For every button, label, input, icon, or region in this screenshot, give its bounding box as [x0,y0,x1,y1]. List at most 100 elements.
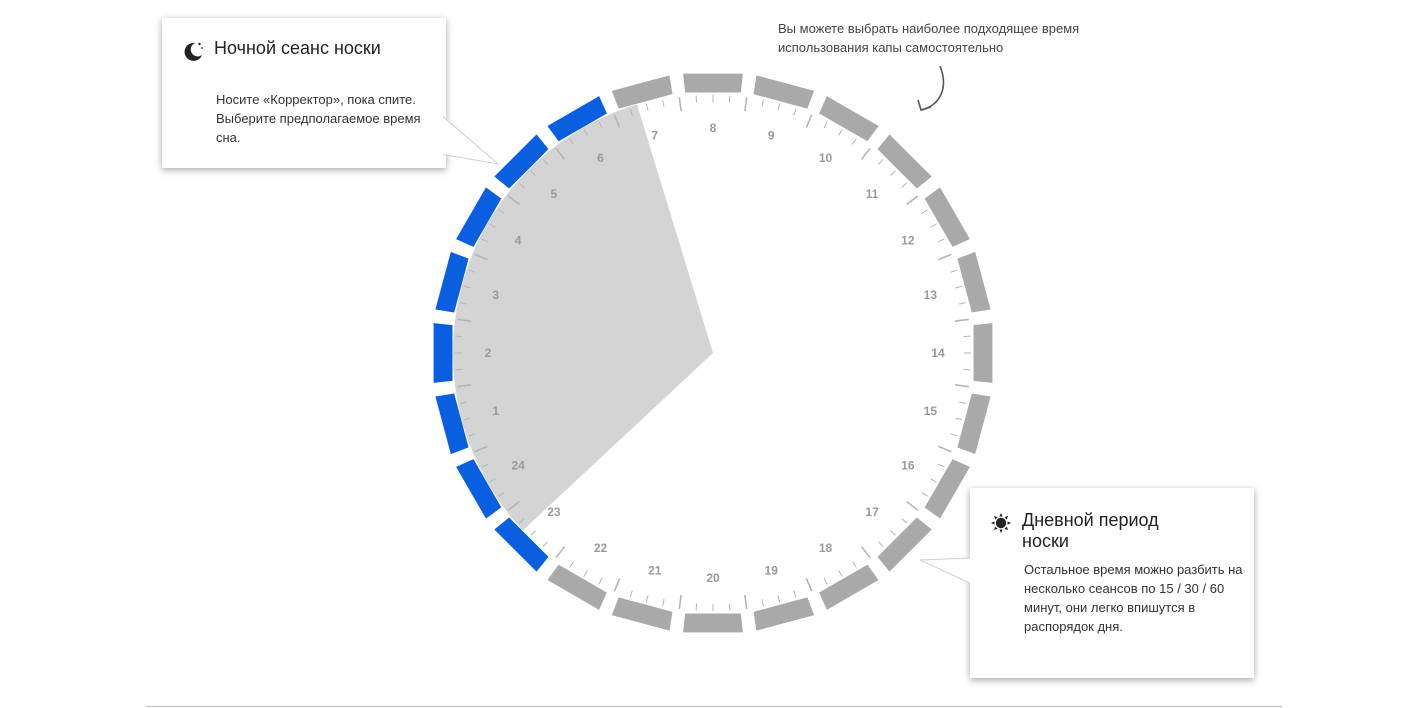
minor-tick [793,590,797,598]
day-hour-segment[interactable] [924,459,970,519]
minor-tick [459,302,467,305]
minor-tick [950,269,958,273]
night-callout-pointer [438,112,500,165]
minor-tick [823,121,828,129]
minor-tick [481,463,489,468]
minor-tick [777,595,781,603]
minor-tick [955,285,963,289]
bottom-divider [146,706,1282,707]
minor-tick [629,108,633,116]
night-hour-segment[interactable] [494,134,549,189]
minor-tick [852,138,857,145]
hour-boundary-tick [457,384,472,388]
minor-tick [921,492,928,497]
minor-tick [459,401,467,404]
night-hour-segment[interactable] [494,517,549,572]
day-hour-segment[interactable] [877,517,932,572]
hour-boundary-tick [613,578,621,592]
minor-tick [662,599,665,607]
minor-tick [930,478,937,483]
day-hour-segment[interactable] [753,75,815,109]
night-hour-segment[interactable] [435,393,469,455]
minor-tick [838,129,843,136]
moon-icon [182,40,204,62]
minor-tick [878,541,884,548]
hour-boundary-tick [938,445,952,453]
night-hour-segment[interactable] [547,96,607,142]
hour-boundary-tick [744,594,748,609]
hour-label: 7 [651,129,658,143]
sun-icon [990,512,1012,534]
minor-tick [761,599,764,607]
hour-label: 11 [866,187,879,201]
minor-tick [629,590,633,598]
minor-tick [489,478,496,483]
hour-boundary-tick [805,578,813,592]
hour-boundary-tick [906,195,919,206]
day-callout-title: Дневной период носки [1022,510,1159,551]
minor-tick [793,108,797,116]
hour-boundary-tick [954,318,969,322]
hour-boundary-tick [555,147,566,160]
night-hour-segment[interactable] [456,187,502,247]
day-hour-segment[interactable] [611,597,673,631]
day-hour-segment[interactable] [753,597,815,631]
day-hour-segment[interactable] [683,613,743,633]
minor-tick [569,561,574,568]
hour-label: 2 [485,346,492,360]
day-hour-segment[interactable] [877,134,932,189]
hour-boundary-tick [457,318,472,322]
minor-tick [518,182,525,188]
day-hour-segment[interactable] [819,564,879,610]
hour-label: 1 [492,404,499,418]
hour-label: 5 [551,187,558,201]
minor-tick [823,577,828,585]
hour-boundary-tick [613,114,621,128]
night-hour-segment[interactable] [435,251,469,313]
hour-label: 10 [819,151,833,165]
minor-tick [583,129,588,136]
minor-tick [921,209,928,214]
day-hour-segment[interactable] [924,187,970,247]
hint-arrow [921,65,945,111]
night-hour-segment[interactable] [456,459,502,519]
minor-tick [838,570,843,577]
hour-label: 17 [865,505,879,519]
day-hour-segment[interactable] [957,251,991,313]
minor-tick [542,158,548,165]
hour-boundary-tick [678,594,682,609]
hour-boundary-tick [860,546,871,559]
minor-tick [569,138,574,145]
minor-tick [890,170,896,176]
minor-tick [937,238,945,243]
night-hour-segment[interactable] [433,323,453,383]
minor-tick [489,223,496,228]
hour-boundary-tick [906,500,919,511]
minor-tick [583,570,588,577]
minor-tick [662,99,665,107]
minor-tick [530,530,536,536]
day-hour-segment[interactable] [683,73,743,93]
day-hour-segment[interactable] [819,96,879,142]
minor-tick [901,182,908,188]
day-period-callout: Дневной период носки Остальное время мож… [919,488,1254,678]
minor-tick [468,269,476,273]
hour-boundary-tick [938,253,952,261]
hour-boundary-tick [744,97,748,112]
day-hour-segment[interactable] [611,75,673,109]
minor-tick [777,103,781,111]
night-session-callout: Ночной сеанс носки Носите «Корректор», п… [162,18,500,168]
minor-tick [950,433,958,437]
hour-label: 20 [706,571,720,585]
minor-tick [530,170,536,176]
hour-boundary-tick [474,445,488,453]
day-hour-segment[interactable] [957,393,991,455]
hour-label: 18 [819,541,833,555]
minor-tick [937,463,945,468]
hour-boundary-tick [954,384,969,388]
hour-boundary-tick [555,546,566,559]
hour-label: 23 [547,505,561,519]
day-hour-segment[interactable] [973,323,993,383]
day-hour-segment[interactable] [547,564,607,610]
